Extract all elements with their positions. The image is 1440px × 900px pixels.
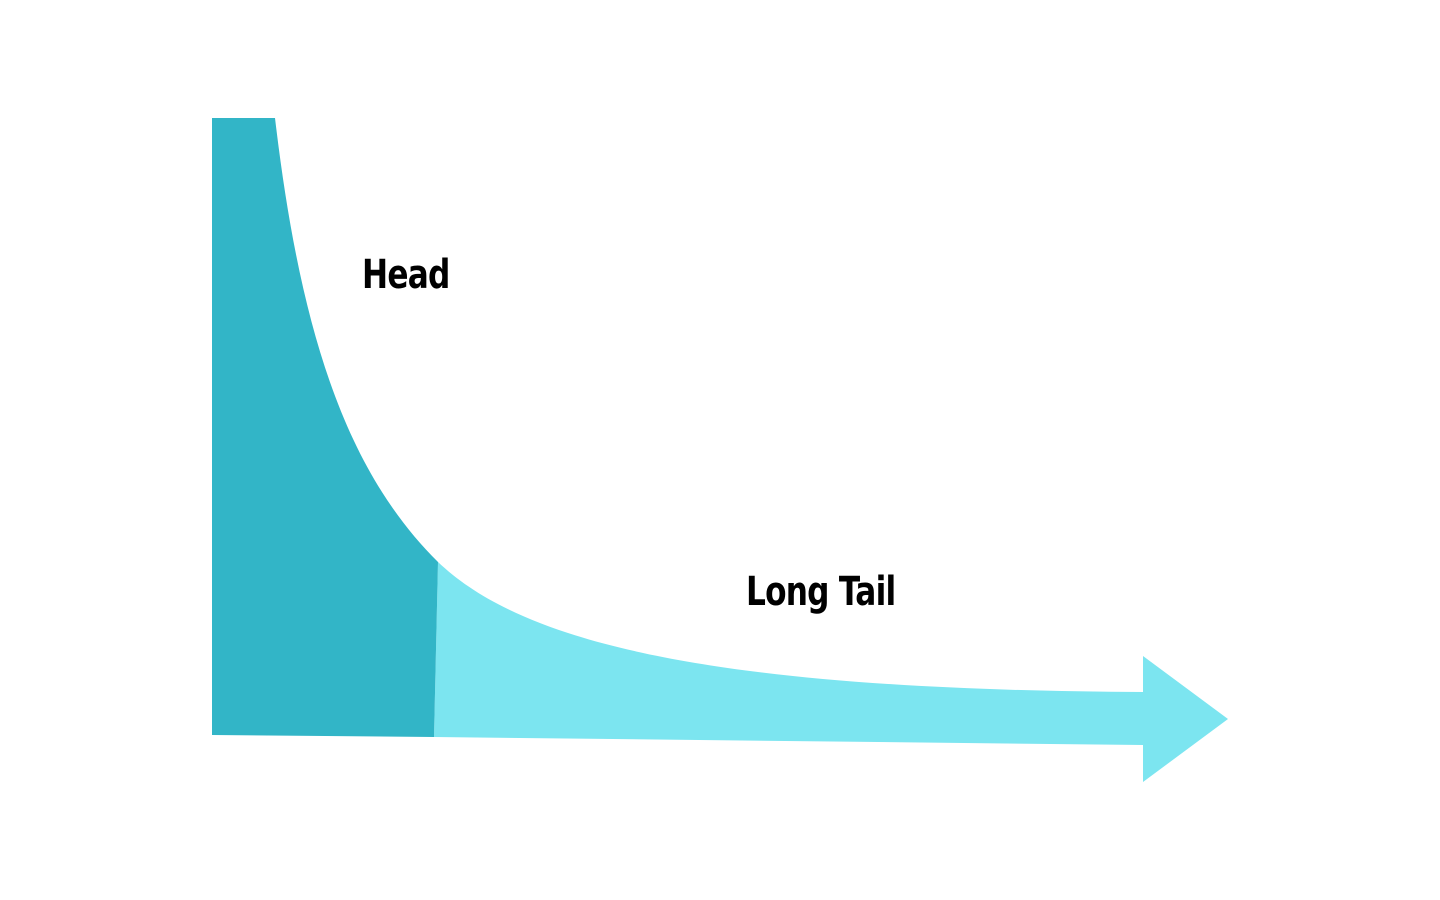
tail-region: [434, 562, 1228, 782]
long-tail-label: Long Tail: [746, 569, 896, 615]
head-label: Head: [362, 252, 450, 298]
head-region: [212, 118, 438, 737]
